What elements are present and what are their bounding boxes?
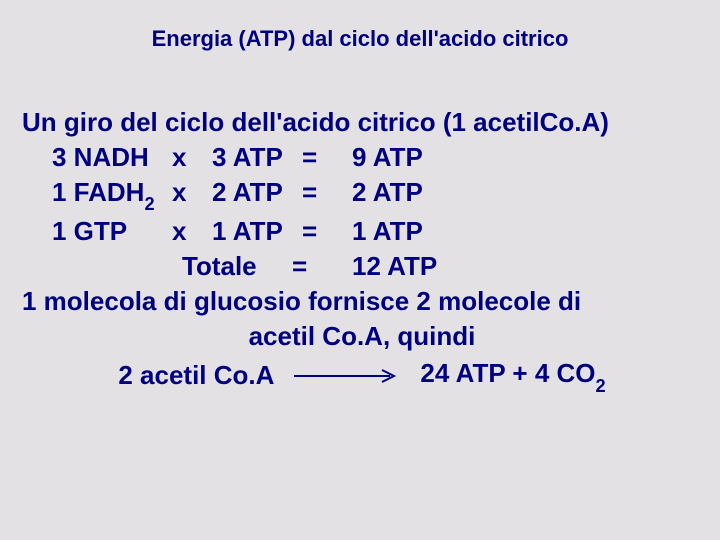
row3-a: 1 GTP [52, 214, 172, 249]
glucose-line-1: 1 molecola di glucosio fornisce 2 moleco… [22, 284, 702, 319]
final-right: 24 ATP + 4 CO2 [420, 356, 605, 395]
slide-body: Un giro del ciclo dell'acido citrico (1 … [22, 105, 702, 395]
row3-x: x [172, 214, 212, 249]
total-row: Totale = 12 ATP [22, 249, 702, 284]
calc-row: 3 NADH x 3 ATP = 9 ATP [22, 140, 702, 175]
total-eq: = [292, 249, 352, 284]
total-label: Totale [182, 249, 292, 284]
row2-a: 1 FADH2 [52, 175, 172, 214]
glucose-line-2-text: acetil Co.A, quindi [249, 319, 476, 354]
row2-b: 2 ATP [212, 175, 302, 214]
row2-x: x [172, 175, 212, 214]
row1-b: 3 ATP [212, 140, 302, 175]
final-line: 2 acetil Co.A 24 ATP + 4 CO2 [22, 356, 702, 395]
intro-line: Un giro del ciclo dell'acido citrico (1 … [22, 105, 702, 140]
row1-eq: = [302, 140, 352, 175]
total-value: 12 ATP [352, 249, 437, 284]
row2-a-sub: 2 [144, 194, 154, 214]
row2-eq: = [302, 175, 352, 214]
row1-c: 9 ATP [352, 140, 423, 175]
final-right-sub: 2 [596, 376, 606, 396]
glucose-line-2: acetil Co.A, quindi [22, 319, 702, 354]
row1-x: x [172, 140, 212, 175]
calc-row: 1 FADH2 x 2 ATP = 2 ATP [22, 175, 702, 214]
row2-a-pre: 1 FADH [52, 177, 144, 207]
calc-row: 1 GTP x 1 ATP = 1 ATP [22, 214, 702, 249]
slide-title: Energia (ATP) dal ciclo dell'acido citri… [0, 26, 720, 52]
final-left: 2 acetil Co.A [118, 358, 274, 393]
row3-eq: = [302, 214, 352, 249]
row1-a: 3 NADH [52, 140, 172, 175]
row2-c: 2 ATP [352, 175, 423, 214]
final-right-pre: 24 ATP + 4 CO [420, 358, 595, 388]
row3-c: 1 ATP [352, 214, 423, 249]
row3-b: 1 ATP [212, 214, 302, 249]
arrow-right-icon [292, 368, 402, 384]
